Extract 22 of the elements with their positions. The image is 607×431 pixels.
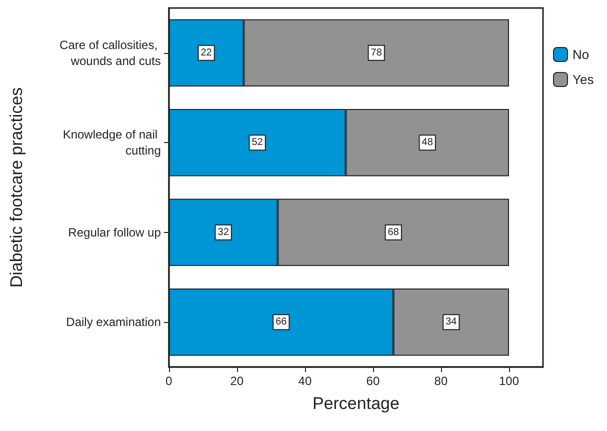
x-tick-label: 0 <box>166 374 173 388</box>
legend-label: No <box>572 47 590 62</box>
y-tick-label: Care of callosities, wounds and cuts <box>60 38 161 68</box>
y-tick-label: Knowledge of nail cutting <box>62 128 161 158</box>
data-label: 52 <box>252 137 264 148</box>
x-tick-label: 80 <box>434 374 448 388</box>
x-tick-label: 20 <box>230 374 244 388</box>
y-tick-label: Daily examination <box>66 315 161 330</box>
data-label: 78 <box>370 47 382 58</box>
y-tick-label: Regular follow up <box>68 225 162 240</box>
x-tick-label: 60 <box>366 374 380 388</box>
x-tick-label: 40 <box>298 374 312 388</box>
x-axis-title: Percentage <box>312 394 400 413</box>
data-label: 22 <box>200 47 212 58</box>
x-tick-label: 100 <box>498 374 520 388</box>
y-axis-title: Diabetic footcare practices <box>7 87 26 288</box>
data-label: 66 <box>276 316 288 328</box>
legend-label: Yes <box>572 72 594 87</box>
data-label: 48 <box>422 137 434 148</box>
data-label: 34 <box>446 316 458 328</box>
data-label: 32 <box>218 226 230 238</box>
data-label: 68 <box>388 226 400 238</box>
